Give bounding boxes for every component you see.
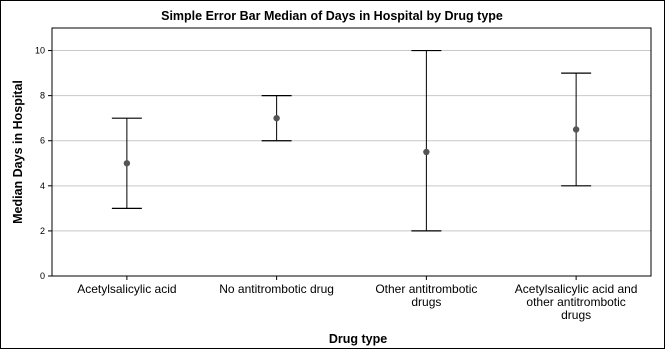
median-point [273, 114, 280, 122]
median-point [423, 148, 430, 156]
x-tick-label: Acetylsalicylic acid [77, 282, 176, 296]
x-tick-label: No antitrombotic drug [219, 282, 334, 296]
x-axis-ticks: Acetylsalicylic acid No antitrombotic dru… [77, 276, 637, 322]
y-axis-ticks: 0 2 4 6 8 10 [35, 46, 52, 281]
error-bar-group [261, 95, 292, 142]
x-tick-label: Acetylsalicylic acid and [515, 282, 638, 296]
y-tick-label: 6 [40, 136, 45, 146]
chart-title: Simple Error Bar Median of Days in Hospi… [161, 9, 503, 23]
y-axis-title: Median Days in Hospital [11, 80, 25, 224]
y-tick-label: 8 [40, 91, 45, 101]
median-point [123, 160, 131, 167]
y-tick-label: 10 [35, 46, 45, 56]
y-tick-label: 4 [40, 181, 45, 191]
x-tick-label: drugs [411, 295, 441, 309]
x-tick-label: Other antitrombotic [375, 282, 477, 296]
error-bar-group [111, 117, 142, 209]
error-bar-group [561, 72, 592, 187]
gridlines [52, 50, 651, 232]
y-tick-label: 0 [40, 271, 45, 281]
error-bars [111, 49, 592, 232]
plot-area-frame [51, 27, 652, 277]
x-tick-label: drugs [561, 308, 591, 322]
x-tick-label: other antitrombotic [526, 295, 625, 309]
x-axis-title: Drug type [329, 332, 387, 346]
y-tick-label: 2 [40, 226, 45, 236]
error-bar-group [411, 49, 442, 232]
median-point [572, 126, 580, 133]
